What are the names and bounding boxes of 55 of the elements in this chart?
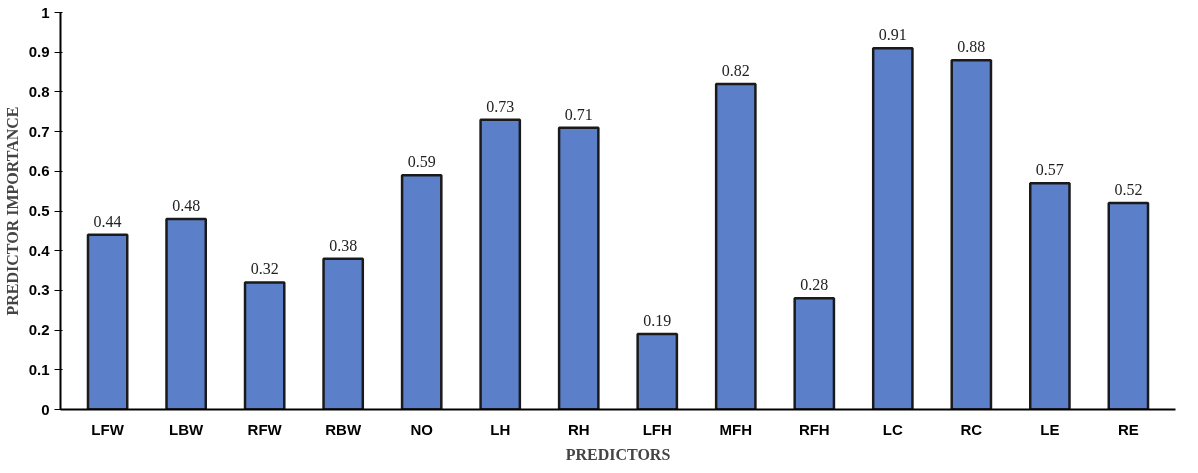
x-tick-label: MFH <box>719 420 753 438</box>
data-label: 0.88 <box>957 38 986 56</box>
data-label: 0.38 <box>329 236 358 254</box>
y-tick-label: 1 <box>41 3 50 21</box>
bar <box>636 332 679 410</box>
y-tick-label: 0.5 <box>28 202 50 219</box>
bar <box>86 233 129 410</box>
x-tick-label: RFH <box>798 420 830 438</box>
data-label: 0.73 <box>486 97 515 115</box>
data-label: 0.82 <box>721 61 750 79</box>
bar <box>871 46 914 410</box>
x-tick-label: NO <box>410 420 434 438</box>
x-tick-label: LH <box>490 420 511 438</box>
y-tick-label: 0.9 <box>28 43 50 61</box>
y-tick-label: 0.1 <box>28 360 50 378</box>
x-tick-label: LFW <box>91 420 125 438</box>
x-tick-label: LBW <box>169 420 205 438</box>
data-label: 0.28 <box>800 276 829 294</box>
y-tick-label: 0 <box>41 400 50 418</box>
bar <box>165 217 208 410</box>
data-label: 0.48 <box>172 196 201 214</box>
x-tick-label: RFW <box>247 420 283 438</box>
bar <box>793 297 836 410</box>
y-tick-label: 0.4 <box>28 241 51 259</box>
data-label: 0.44 <box>93 212 122 230</box>
bar <box>243 281 286 410</box>
data-label: 0.91 <box>878 26 907 44</box>
data-label: 0.59 <box>407 153 436 171</box>
x-tick-label: LFH <box>642 420 672 438</box>
y-tick-label: 0.6 <box>28 162 50 180</box>
bar <box>1028 181 1071 410</box>
y-tick-label: 0.2 <box>28 321 50 339</box>
bar <box>400 174 443 410</box>
x-tick-label: RH <box>567 420 590 438</box>
x-tick-label: RBW <box>325 420 362 438</box>
x-tick-label: RE <box>1117 420 1139 438</box>
y-axis-title: PREDICTOR IMPORTANCE <box>3 106 21 316</box>
data-label: 0.57 <box>1035 161 1064 179</box>
bar <box>322 257 365 410</box>
bar <box>557 126 600 410</box>
x-axis-title: PREDICTORS <box>565 445 671 463</box>
y-tick-label: 0.7 <box>28 122 50 140</box>
x-tick-label: LC <box>882 420 903 438</box>
bar <box>1107 201 1150 410</box>
y-tick-label: 0.3 <box>28 281 50 299</box>
x-tick-label: RC <box>960 420 983 438</box>
x-tick-label: LE <box>1040 420 1060 438</box>
bar <box>950 58 993 410</box>
data-label: 0.71 <box>564 105 593 123</box>
data-label: 0.32 <box>250 260 279 278</box>
bar <box>714 82 757 410</box>
data-label: 0.19 <box>643 312 672 330</box>
y-tick-label: 0.8 <box>28 82 50 100</box>
data-label: 0.52 <box>1114 181 1143 199</box>
bar <box>479 118 522 410</box>
